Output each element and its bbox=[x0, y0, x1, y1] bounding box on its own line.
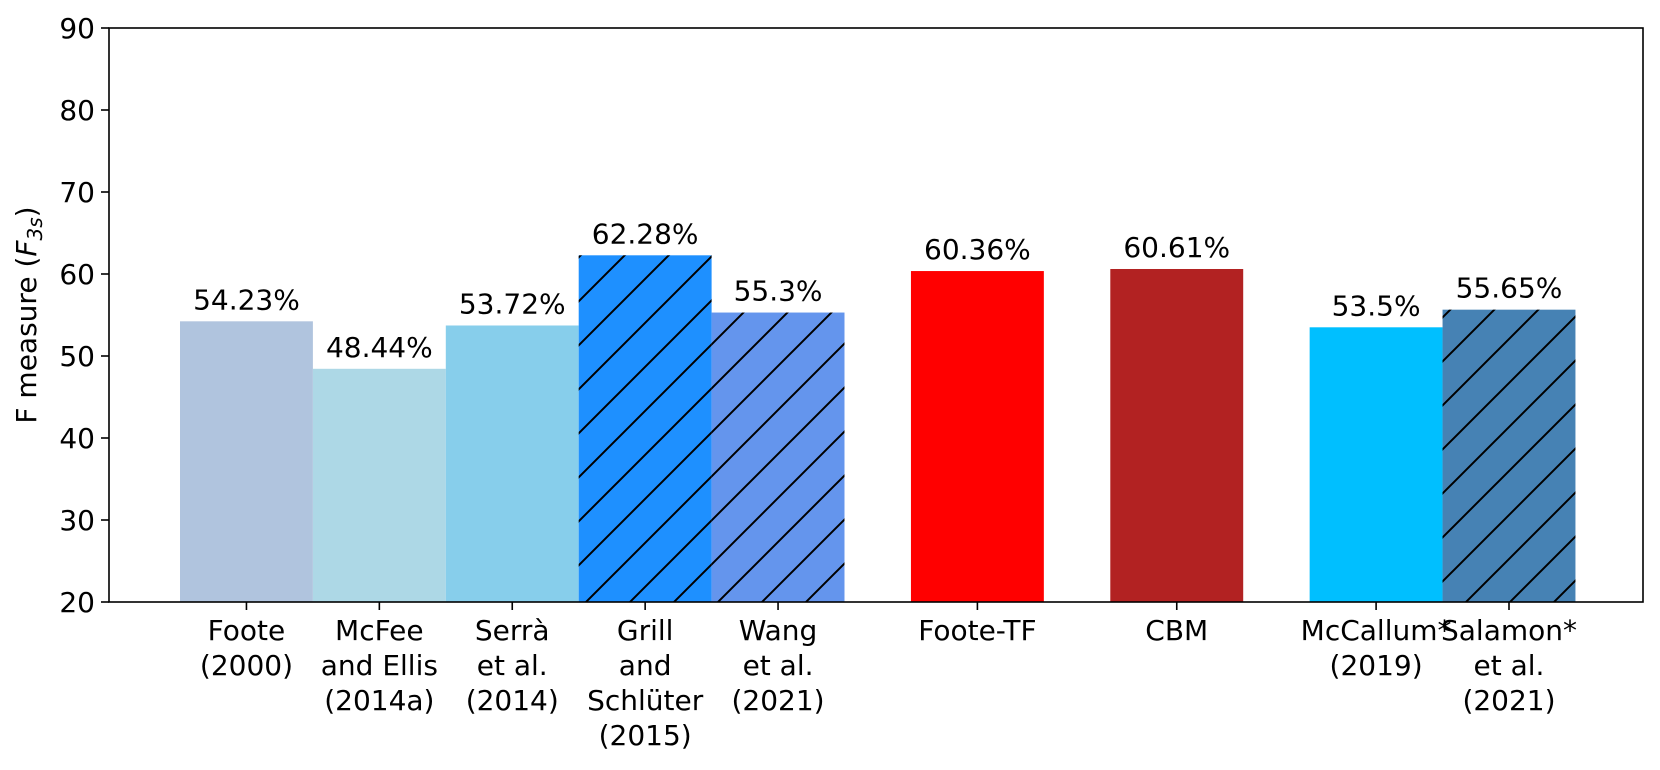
value-label: 53.5% bbox=[1332, 289, 1421, 322]
x-tick-label: Foote-TF bbox=[918, 614, 1036, 647]
x-tick-label: Serrà et al. (2014) bbox=[466, 614, 559, 717]
value-label: 54.23% bbox=[193, 283, 300, 316]
bar-hatch bbox=[1442, 309, 1576, 602]
y-label-part: 3s bbox=[23, 217, 47, 240]
x-tick-label: CBM bbox=[1145, 614, 1208, 647]
x-tick-label: McCallum* (2019) bbox=[1301, 614, 1452, 682]
bar bbox=[1110, 268, 1244, 602]
bar bbox=[910, 271, 1044, 602]
y-tick-label: 30 bbox=[59, 504, 95, 537]
value-label: 60.61% bbox=[1123, 231, 1230, 264]
bar bbox=[1309, 327, 1443, 602]
bar bbox=[445, 325, 579, 602]
bar bbox=[180, 321, 313, 602]
y-tick-label: 80 bbox=[59, 94, 95, 127]
y-label-part: F bbox=[10, 240, 43, 257]
x-tick-label: Foote (2000) bbox=[200, 614, 293, 682]
value-label: 55.65% bbox=[1456, 272, 1563, 305]
x-tick-label: Wang et al. (2021) bbox=[731, 614, 824, 717]
y-tick-label: 70 bbox=[59, 176, 95, 209]
axes-frame bbox=[108, 27, 1644, 603]
plot bbox=[180, 255, 1576, 602]
value-label: 53.72% bbox=[459, 287, 566, 320]
y-tick-label: 50 bbox=[59, 340, 95, 373]
y-tick-label: 20 bbox=[59, 586, 95, 619]
y-tick-label: 90 bbox=[59, 12, 95, 45]
y-tick-label: 60 bbox=[59, 258, 95, 291]
value-label: 48.44% bbox=[326, 331, 433, 364]
value-label: 55.3% bbox=[734, 275, 823, 308]
y-label-part: F measure ( bbox=[10, 257, 43, 424]
y-axis-label: F measure (F3s) bbox=[10, 206, 47, 423]
x-tick-label: McFee and Ellis (2014a) bbox=[321, 614, 438, 717]
x-tick-label: Salamon* et al. (2021) bbox=[1441, 614, 1577, 717]
bar-hatch bbox=[578, 255, 712, 602]
value-label: 60.36% bbox=[924, 233, 1031, 266]
bar-hatch bbox=[711, 312, 845, 602]
y-label-part: ) bbox=[10, 206, 43, 217]
value-label: 62.28% bbox=[592, 217, 699, 250]
x-tick-label: Grill and Schlüter (2015) bbox=[587, 614, 704, 752]
y-tick-label: 40 bbox=[59, 422, 95, 455]
bar bbox=[312, 368, 446, 602]
